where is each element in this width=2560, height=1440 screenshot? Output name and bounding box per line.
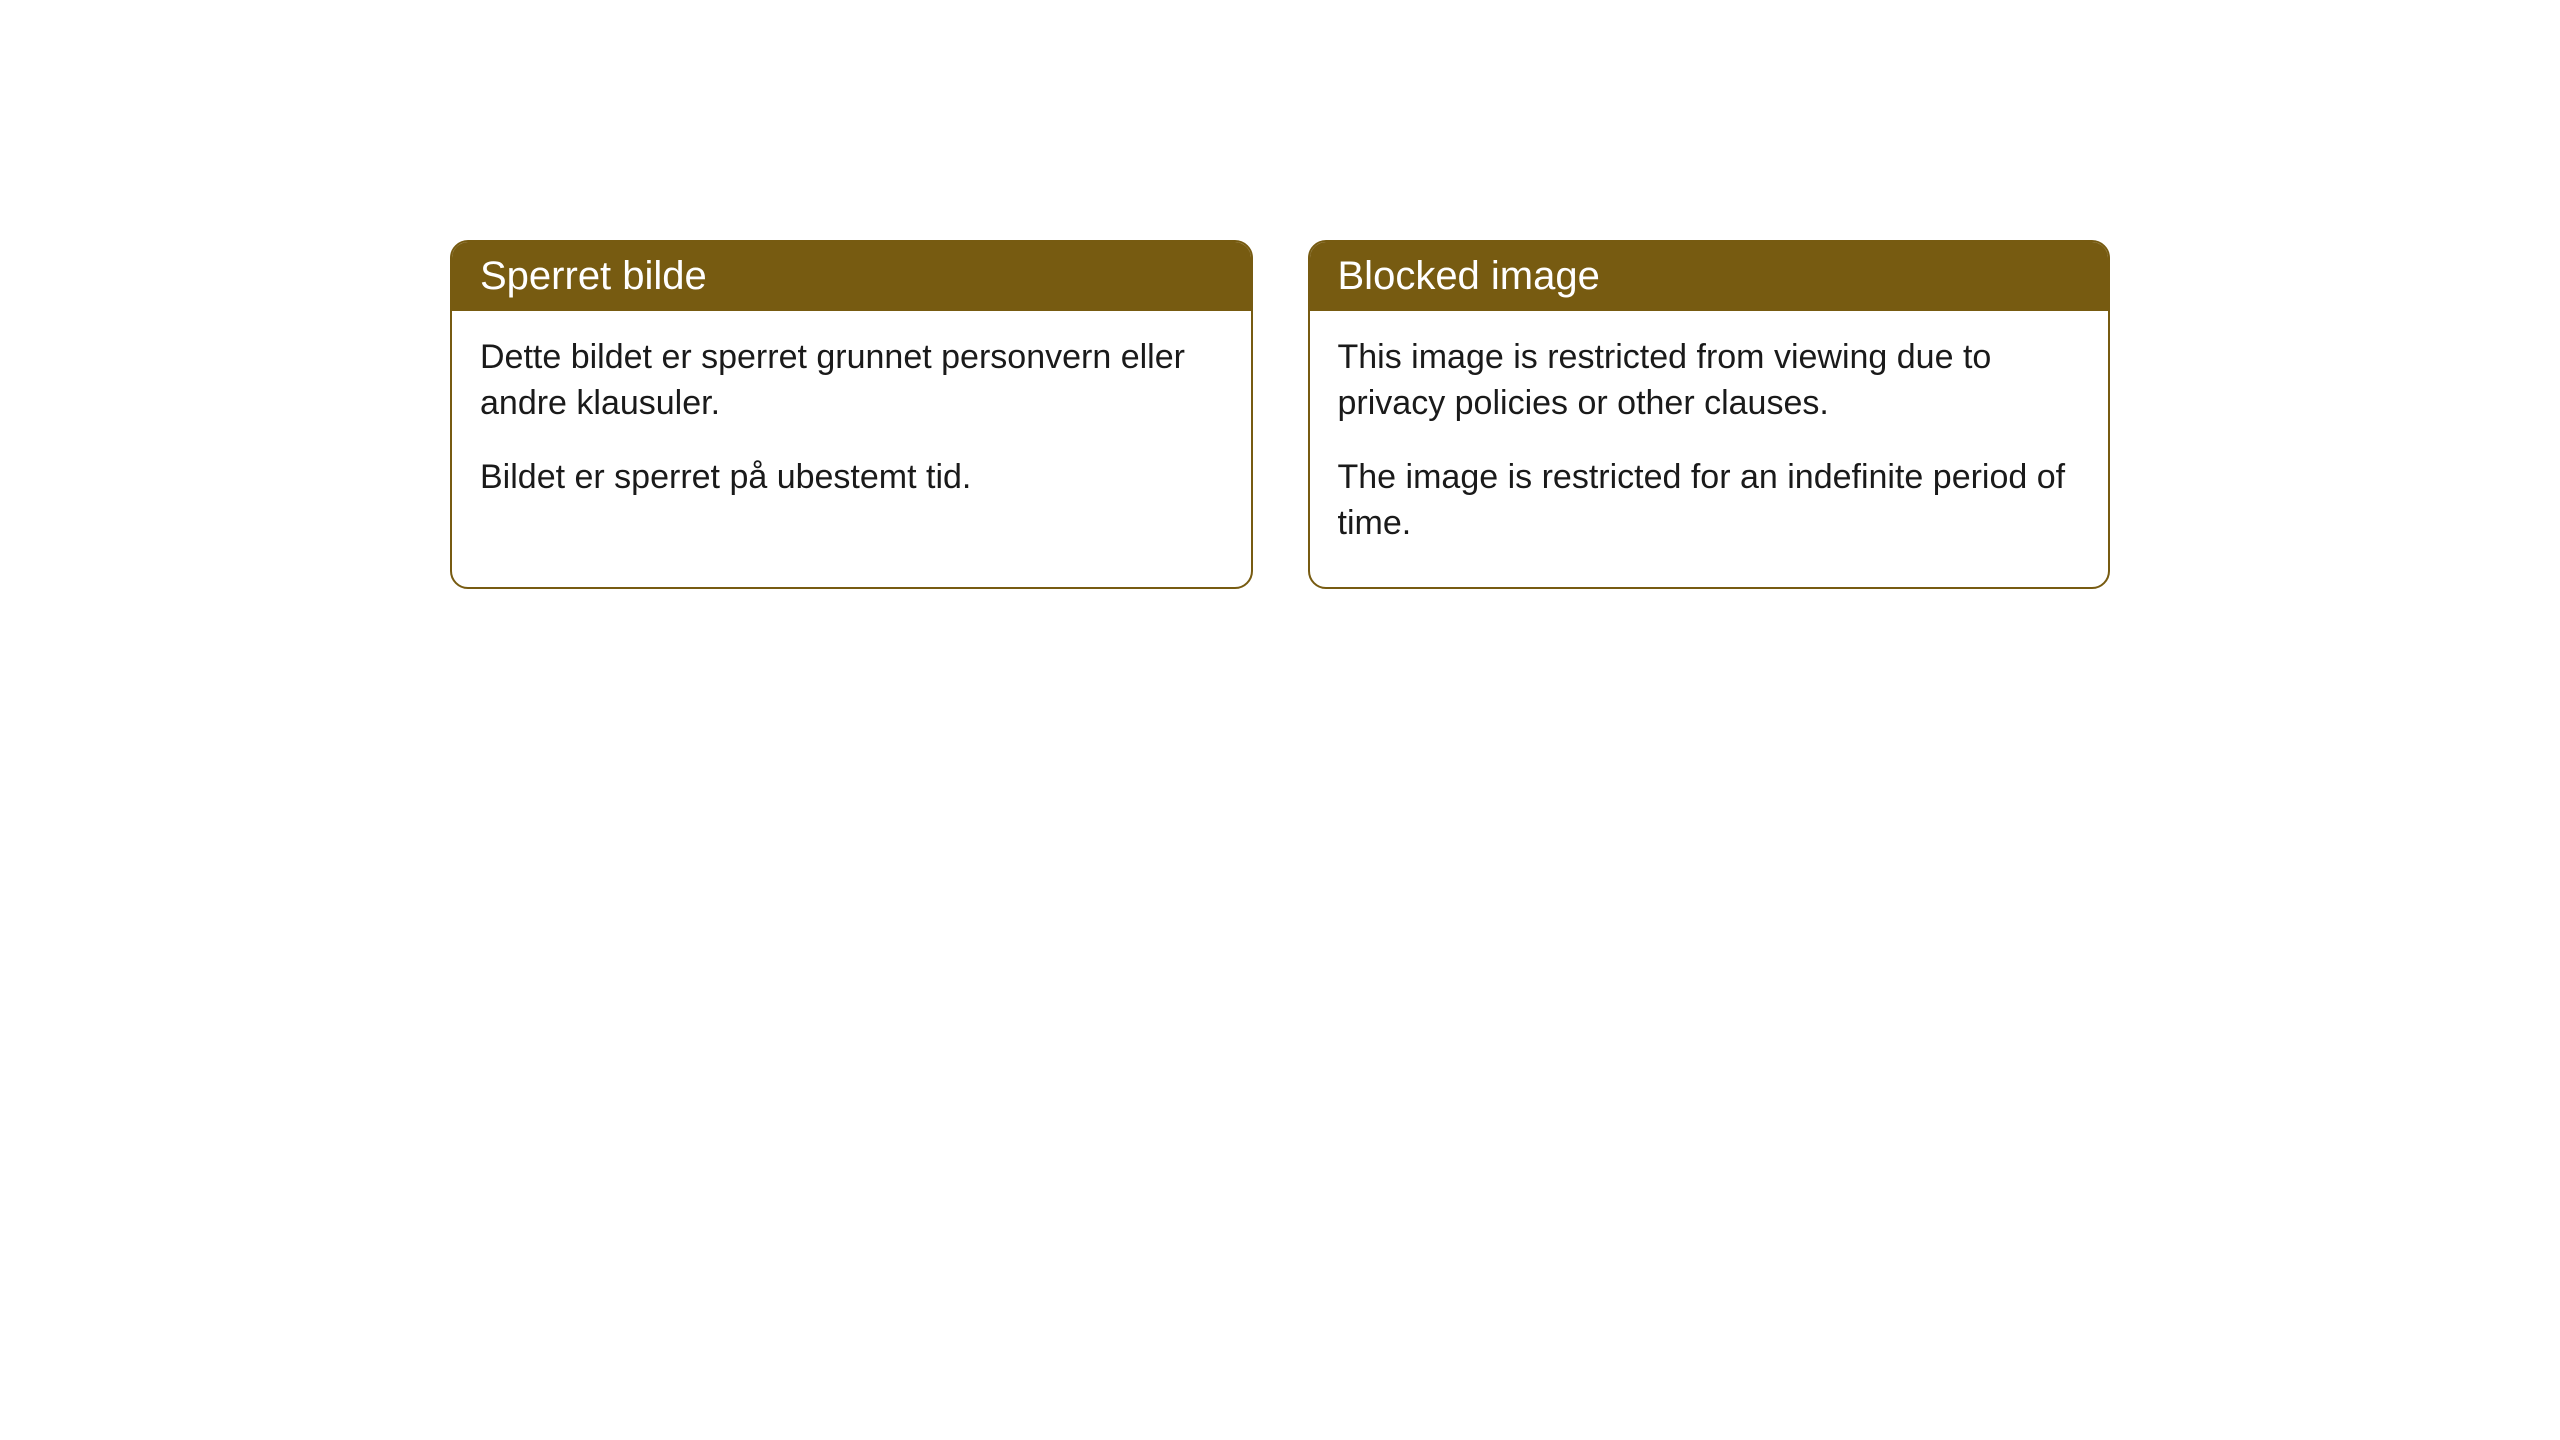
card-paragraph: Bildet er sperret på ubestemt tid. [480, 455, 1223, 501]
notice-card-english: Blocked image This image is restricted f… [1308, 240, 2111, 589]
notice-cards-container: Sperret bilde Dette bildet er sperret gr… [450, 240, 2110, 589]
card-paragraph: The image is restricted for an indefinit… [1338, 455, 2081, 547]
card-title: Blocked image [1338, 254, 1600, 298]
card-paragraph: Dette bildet er sperret grunnet personve… [480, 335, 1223, 427]
card-body: Dette bildet er sperret grunnet personve… [452, 311, 1251, 541]
card-header: Sperret bilde [452, 242, 1251, 311]
notice-card-norwegian: Sperret bilde Dette bildet er sperret gr… [450, 240, 1253, 589]
card-header: Blocked image [1310, 242, 2109, 311]
card-paragraph: This image is restricted from viewing du… [1338, 335, 2081, 427]
card-body: This image is restricted from viewing du… [1310, 311, 2109, 587]
card-title: Sperret bilde [480, 254, 707, 298]
